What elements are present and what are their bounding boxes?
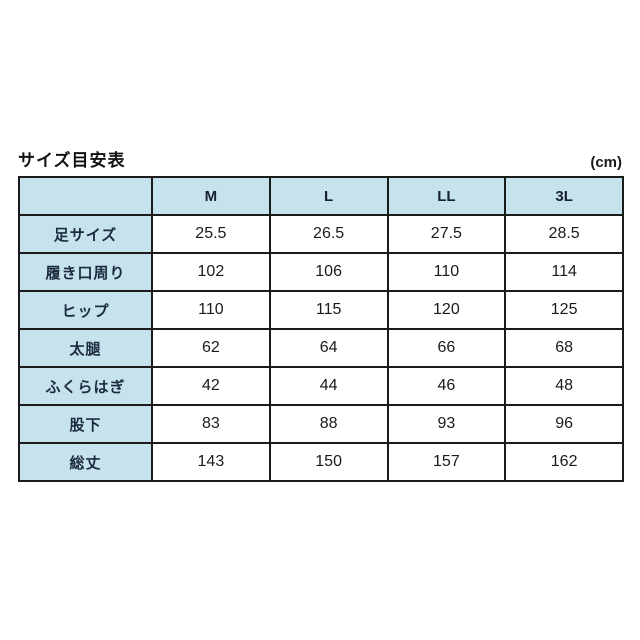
- row-label: 股下: [18, 404, 153, 444]
- value-cell: 68: [504, 328, 624, 368]
- value-cell: 157: [386, 442, 507, 482]
- table-row-calf: ふくらはぎ 42 44 46 48: [18, 366, 624, 406]
- table-row-foot-size: 足サイズ 25.5 26.5 27.5 28.5: [18, 214, 624, 254]
- size-guide-section: サイズ目安表 (cm) M L LL 3L: [18, 146, 624, 482]
- header-row: M L LL 3L: [18, 176, 624, 216]
- value-cell: 66: [386, 328, 507, 368]
- row-label: 足サイズ: [18, 214, 153, 254]
- table-row-total-length: 総丈 143 150 157 162: [18, 442, 624, 482]
- value-cell: 114: [504, 252, 624, 292]
- value-cell: 62: [151, 328, 271, 368]
- value-cell: 28.5: [504, 214, 624, 254]
- value-cell: 26.5: [268, 214, 389, 254]
- value-cell: 88: [268, 404, 389, 444]
- value-cell: 27.5: [386, 214, 507, 254]
- row-label: 太腿: [18, 328, 153, 368]
- value-cell: 143: [151, 442, 271, 482]
- corner-cell: [18, 176, 153, 216]
- value-cell: 162: [504, 442, 624, 482]
- value-cell: 120: [386, 290, 507, 330]
- value-cell: 83: [151, 404, 271, 444]
- column-header-m: M: [151, 176, 271, 216]
- row-label: ふくらはぎ: [18, 366, 153, 406]
- value-cell: 48: [504, 366, 624, 406]
- value-cell: 110: [386, 252, 507, 292]
- table-row-inseam: 股下 83 88 93 96: [18, 404, 624, 444]
- value-cell: 125: [504, 290, 624, 330]
- caption-row: サイズ目安表 (cm): [18, 146, 622, 171]
- value-cell: 93: [386, 404, 507, 444]
- value-cell: 106: [268, 252, 389, 292]
- table-row-thigh: 太腿 62 64 66 68: [18, 328, 624, 368]
- column-header-3l: 3L: [504, 176, 624, 216]
- unit-label: (cm): [590, 154, 622, 171]
- value-cell: 64: [268, 328, 389, 368]
- size-guide-table: M L LL 3L 足サイズ 25.5 26.5 27.5 28.5 履き口周り…: [18, 176, 624, 482]
- column-header-l: L: [268, 176, 389, 216]
- value-cell: 96: [504, 404, 624, 444]
- value-cell: 44: [268, 366, 389, 406]
- table-row-hip: ヒップ 110 115 120 125: [18, 290, 624, 330]
- value-cell: 115: [268, 290, 389, 330]
- row-label: 履き口周り: [18, 252, 153, 292]
- value-cell: 150: [268, 442, 389, 482]
- value-cell: 46: [386, 366, 507, 406]
- table-row-opening: 履き口周り 102 106 110 114: [18, 252, 624, 292]
- page-title: サイズ目安表: [18, 151, 126, 170]
- value-cell: 25.5: [151, 214, 271, 254]
- row-label: 総丈: [18, 442, 153, 482]
- row-label: ヒップ: [18, 290, 153, 330]
- value-cell: 102: [151, 252, 271, 292]
- value-cell: 42: [151, 366, 271, 406]
- column-header-ll: LL: [386, 176, 507, 216]
- value-cell: 110: [151, 290, 271, 330]
